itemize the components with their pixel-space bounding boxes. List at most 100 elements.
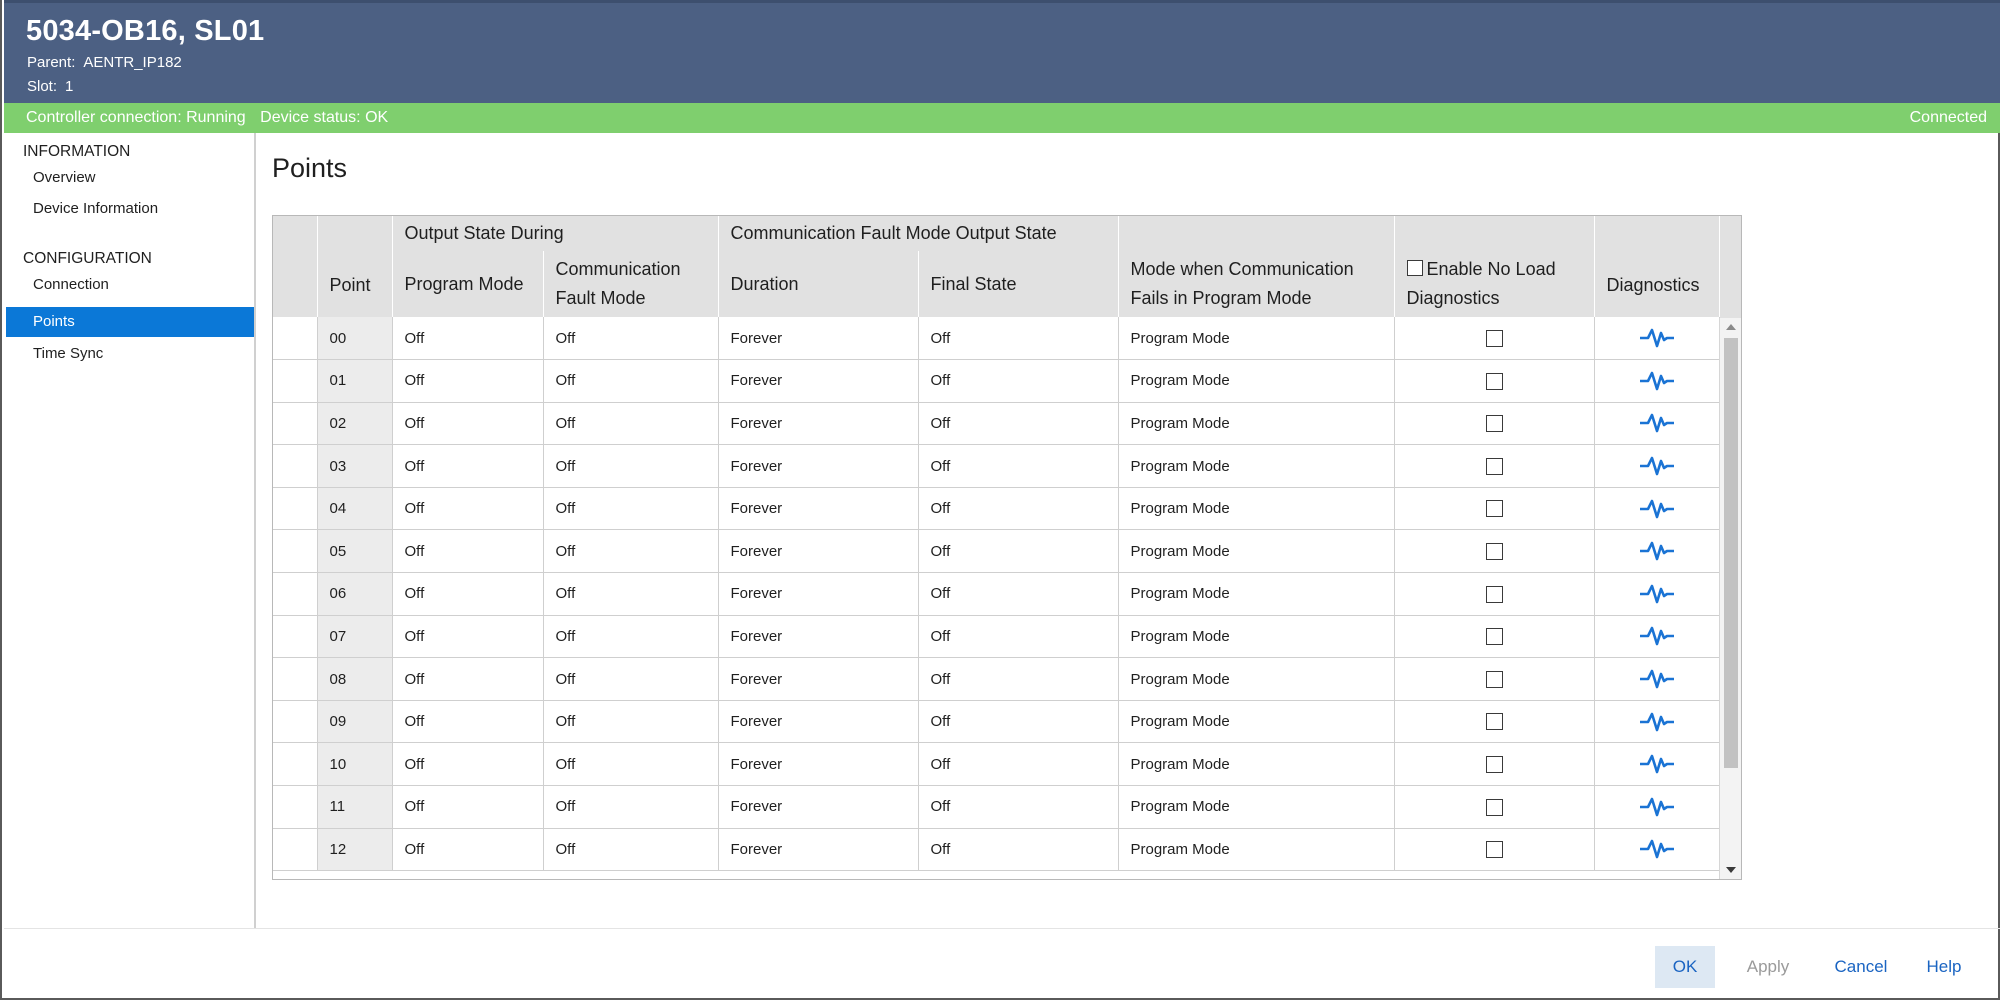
scroll-up-arrow-icon[interactable]	[1726, 324, 1736, 330]
enable-no-load-checkbox[interactable]	[1485, 670, 1503, 688]
table-row[interactable]: 08 Off Off Forever Off Program Mode	[273, 657, 1720, 701]
table-row[interactable]: 09 Off Off Forever Off Program Mode	[273, 700, 1720, 744]
duration-cell[interactable]: Forever	[718, 402, 919, 446]
apply-button[interactable]: Apply	[1746, 957, 1790, 976]
mode-comm-fails-cell[interactable]: Program Mode	[1118, 828, 1395, 872]
comm-fault-mode-cell[interactable]: Off	[543, 487, 719, 531]
sidebar-item-points[interactable]: Points	[6, 307, 254, 337]
final-state-cell[interactable]: Off	[918, 317, 1119, 361]
enable-no-load-checkbox[interactable]	[1485, 713, 1503, 731]
pulse-waveform-icon[interactable]	[1639, 454, 1675, 478]
duration-cell[interactable]: Forever	[718, 828, 919, 872]
enable-no-load-checkbox[interactable]	[1485, 500, 1503, 518]
enable-no-load-checkbox[interactable]	[1485, 329, 1503, 347]
program-mode-cell[interactable]: Off	[392, 700, 544, 744]
program-mode-cell[interactable]: Off	[392, 615, 544, 659]
row-selector[interactable]	[273, 359, 318, 403]
pulse-waveform-icon[interactable]	[1639, 667, 1675, 691]
pulse-waveform-icon[interactable]	[1639, 326, 1675, 350]
duration-cell[interactable]: Forever	[718, 572, 919, 616]
mode-comm-fails-cell[interactable]: Program Mode	[1118, 785, 1395, 829]
duration-cell[interactable]: Forever	[718, 700, 919, 744]
col-header-comm-fault-mode[interactable]: Communication Fault Mode	[543, 251, 719, 317]
mode-comm-fails-cell[interactable]: Program Mode	[1118, 487, 1395, 531]
row-selector[interactable]	[273, 657, 318, 701]
final-state-cell[interactable]: Off	[918, 529, 1119, 574]
comm-fault-mode-cell[interactable]: Off	[543, 785, 719, 829]
comm-fault-mode-cell[interactable]: Off	[543, 700, 719, 744]
table-row[interactable]: 06 Off Off Forever Off Program Mode	[273, 572, 1720, 616]
program-mode-cell[interactable]: Off	[392, 828, 544, 872]
duration-cell[interactable]: Forever	[718, 742, 919, 787]
enable-no-load-checkbox[interactable]	[1485, 543, 1503, 561]
program-mode-cell[interactable]: Off	[392, 742, 544, 787]
program-mode-cell[interactable]: Off	[392, 529, 544, 574]
col-header-diagnostics[interactable]: Diagnostics	[1594, 216, 1720, 317]
program-mode-cell[interactable]: Off	[392, 317, 544, 361]
pulse-waveform-icon[interactable]	[1639, 624, 1675, 648]
cancel-button[interactable]: Cancel	[1834, 957, 1888, 976]
scroll-down-arrow-icon[interactable]	[1726, 867, 1736, 873]
row-selector[interactable]	[273, 529, 318, 574]
row-selector[interactable]	[273, 615, 318, 659]
program-mode-cell[interactable]: Off	[392, 444, 544, 488]
col-header-duration[interactable]: Duration	[718, 251, 919, 317]
enable-no-load-checkbox[interactable]	[1485, 628, 1503, 646]
mode-comm-fails-cell[interactable]: Program Mode	[1118, 615, 1395, 659]
comm-fault-mode-cell[interactable]: Off	[543, 317, 719, 361]
col-header-point[interactable]: Point	[317, 216, 393, 317]
mode-comm-fails-cell[interactable]: Program Mode	[1118, 317, 1395, 361]
enable-no-load-checkbox[interactable]	[1485, 372, 1503, 390]
enable-no-load-checkbox[interactable]	[1485, 457, 1503, 475]
mode-comm-fails-cell[interactable]: Program Mode	[1118, 444, 1395, 488]
comm-fault-mode-cell[interactable]: Off	[543, 657, 719, 701]
comm-fault-mode-cell[interactable]: Off	[543, 402, 719, 446]
mode-comm-fails-cell[interactable]: Program Mode	[1118, 359, 1395, 403]
final-state-cell[interactable]: Off	[918, 785, 1119, 829]
scrollbar-thumb[interactable]	[1724, 338, 1738, 768]
program-mode-cell[interactable]: Off	[392, 785, 544, 829]
row-selector[interactable]	[273, 828, 318, 872]
program-mode-cell[interactable]: Off	[392, 359, 544, 403]
col-header-final-state[interactable]: Final State	[918, 251, 1119, 317]
mode-comm-fails-cell[interactable]: Program Mode	[1118, 742, 1395, 787]
row-selector[interactable]	[273, 742, 318, 787]
duration-cell[interactable]: Forever	[718, 657, 919, 701]
col-header-enable-no-load[interactable]: Enable No Load Diagnostics	[1394, 216, 1595, 317]
duration-cell[interactable]: Forever	[718, 317, 919, 361]
pulse-waveform-icon[interactable]	[1639, 710, 1675, 734]
pulse-waveform-icon[interactable]	[1639, 582, 1675, 606]
enable-no-load-checkbox[interactable]	[1485, 585, 1503, 603]
row-selector[interactable]	[273, 700, 318, 744]
comm-fault-mode-cell[interactable]: Off	[543, 615, 719, 659]
final-state-cell[interactable]: Off	[918, 615, 1119, 659]
row-selector[interactable]	[273, 572, 318, 616]
enable-no-load-checkbox[interactable]	[1485, 756, 1503, 773]
row-selector[interactable]	[273, 785, 318, 829]
mode-comm-fails-cell[interactable]: Program Mode	[1118, 529, 1395, 574]
row-selector[interactable]	[273, 402, 318, 446]
table-row[interactable]: 00 Off Off Forever Off Program Mode	[273, 317, 1720, 361]
comm-fault-mode-cell[interactable]: Off	[543, 529, 719, 574]
pulse-waveform-icon[interactable]	[1639, 795, 1675, 819]
table-row[interactable]: 07 Off Off Forever Off Program Mode	[273, 615, 1720, 659]
duration-cell[interactable]: Forever	[718, 487, 919, 531]
program-mode-cell[interactable]: Off	[392, 657, 544, 701]
final-state-cell[interactable]: Off	[918, 359, 1119, 403]
comm-fault-mode-cell[interactable]: Off	[543, 359, 719, 403]
table-row[interactable]: 03 Off Off Forever Off Program Mode	[273, 444, 1720, 488]
duration-cell[interactable]: Forever	[718, 615, 919, 659]
pulse-waveform-icon[interactable]	[1639, 497, 1675, 521]
table-row[interactable]: 02 Off Off Forever Off Program Mode	[273, 402, 1720, 446]
sidebar-item-device-information[interactable]: Device Information	[33, 200, 159, 217]
sidebar-item-overview[interactable]: Overview	[33, 169, 96, 186]
program-mode-cell[interactable]: Off	[392, 487, 544, 531]
pulse-waveform-icon[interactable]	[1639, 411, 1675, 435]
table-row[interactable]: 11 Off Off Forever Off Program Mode	[273, 785, 1720, 829]
mode-comm-fails-cell[interactable]: Program Mode	[1118, 402, 1395, 446]
enable-no-load-checkbox[interactable]	[1485, 841, 1503, 859]
row-selector[interactable]	[273, 444, 318, 488]
pulse-waveform-icon[interactable]	[1639, 837, 1675, 861]
col-header-mode-comm-fails[interactable]: Mode when Communication Fails in Program…	[1118, 216, 1395, 317]
final-state-cell[interactable]: Off	[918, 444, 1119, 488]
